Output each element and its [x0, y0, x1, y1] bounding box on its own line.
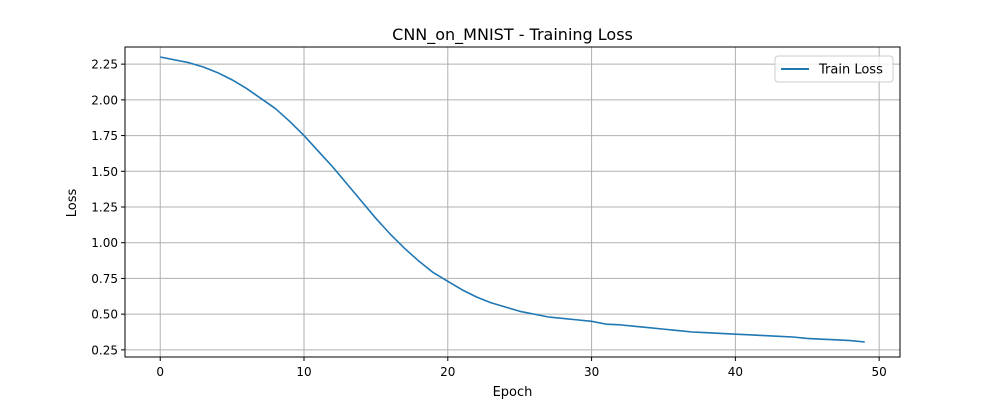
y-tick-label: 1.25	[91, 201, 118, 215]
x-tick-label: 30	[584, 365, 599, 379]
y-tick-label: 0.25	[91, 343, 118, 357]
y-tick-label: 2.00	[91, 93, 118, 107]
x-tick-label: 40	[728, 365, 743, 379]
x-axis: 0 10 20 30 40 50	[156, 357, 887, 379]
y-axis-label: Loss	[65, 189, 80, 218]
plot-area	[160, 56, 865, 343]
y-tick-label: 2.25	[91, 58, 118, 72]
x-axis-label: Epoch	[493, 385, 533, 400]
x-tick-label: 50	[872, 365, 887, 379]
y-tick-label: 0.75	[91, 272, 118, 286]
y-tick-label: 0.50	[91, 308, 118, 322]
legend-label-train-loss: Train Loss	[818, 63, 883, 78]
grid	[125, 47, 900, 357]
y-tick-label: 1.50	[91, 165, 118, 179]
y-axis: 0.25 0.50 0.75 1.00 1.25 1.50 1.75 2.00 2.25	[91, 58, 125, 357]
chart-title: CNN_on_MNIST - Training Loss	[392, 25, 633, 45]
axes-frame	[124, 46, 901, 358]
x-tick-label: 10	[296, 365, 311, 379]
x-tick-label: 0	[156, 365, 164, 379]
y-tick-label: 1.75	[91, 129, 118, 143]
legend-box	[774, 55, 894, 83]
series-line-train-loss	[160, 56, 865, 343]
legend: Train Loss	[774, 55, 894, 83]
x-tick-label: 20	[440, 365, 455, 379]
y-tick-label: 1.00	[91, 236, 118, 250]
